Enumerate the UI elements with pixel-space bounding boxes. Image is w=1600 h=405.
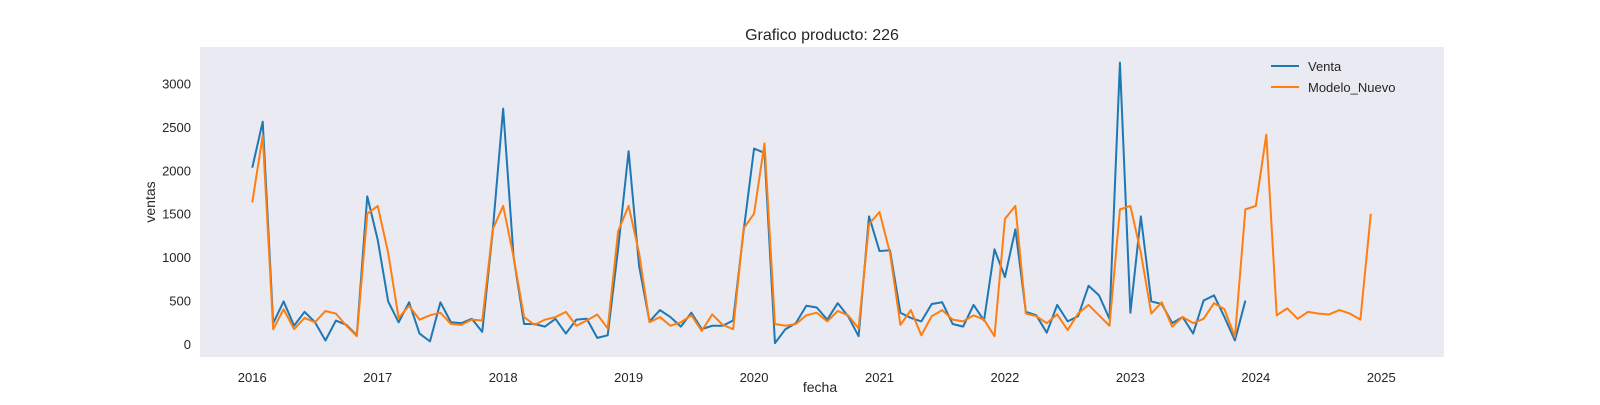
y-axis-label: ventas [142, 181, 158, 222]
x-tick-label: 2024 [1241, 370, 1270, 385]
x-tick-label: 2020 [740, 370, 769, 385]
x-tick-label: 2016 [238, 370, 267, 385]
x-axis-label: fecha [803, 379, 837, 395]
chart-title: Grafico producto: 226 [745, 27, 899, 44]
x-tick-label: 2021 [865, 370, 894, 385]
y-tick-label: 1000 [162, 250, 191, 265]
legend-label: Venta [1308, 59, 1342, 74]
legend-label: Modelo_Nuevo [1308, 80, 1395, 95]
y-tick-label: 2000 [162, 163, 191, 178]
x-tick-label: 2023 [1116, 370, 1145, 385]
y-tick-label: 1500 [162, 207, 191, 222]
x-tick-label: 2017 [363, 370, 392, 385]
x-tick-label: 2018 [489, 370, 518, 385]
series-layer [251, 61, 1372, 345]
x-tick-label: 2025 [1367, 370, 1396, 385]
y-tick-label: 3000 [162, 76, 191, 91]
y-tick-label: 2500 [162, 120, 191, 135]
legend: Venta Modelo_Nuevo [1271, 59, 1395, 95]
series-line-modelo-nuevo [251, 133, 1372, 339]
x-tick-label: 2022 [990, 370, 1019, 385]
y-axis-ticks: 0 500 1000 1500 2000 2500 3000 [162, 76, 191, 352]
x-tick-label: 2019 [614, 370, 643, 385]
x-axis-ticks: 2016 2017 2018 2019 2020 2021 2022 2023 2024 2025 [238, 370, 1396, 385]
y-tick-label: 0 [184, 337, 191, 352]
y-tick-label: 500 [169, 294, 191, 309]
